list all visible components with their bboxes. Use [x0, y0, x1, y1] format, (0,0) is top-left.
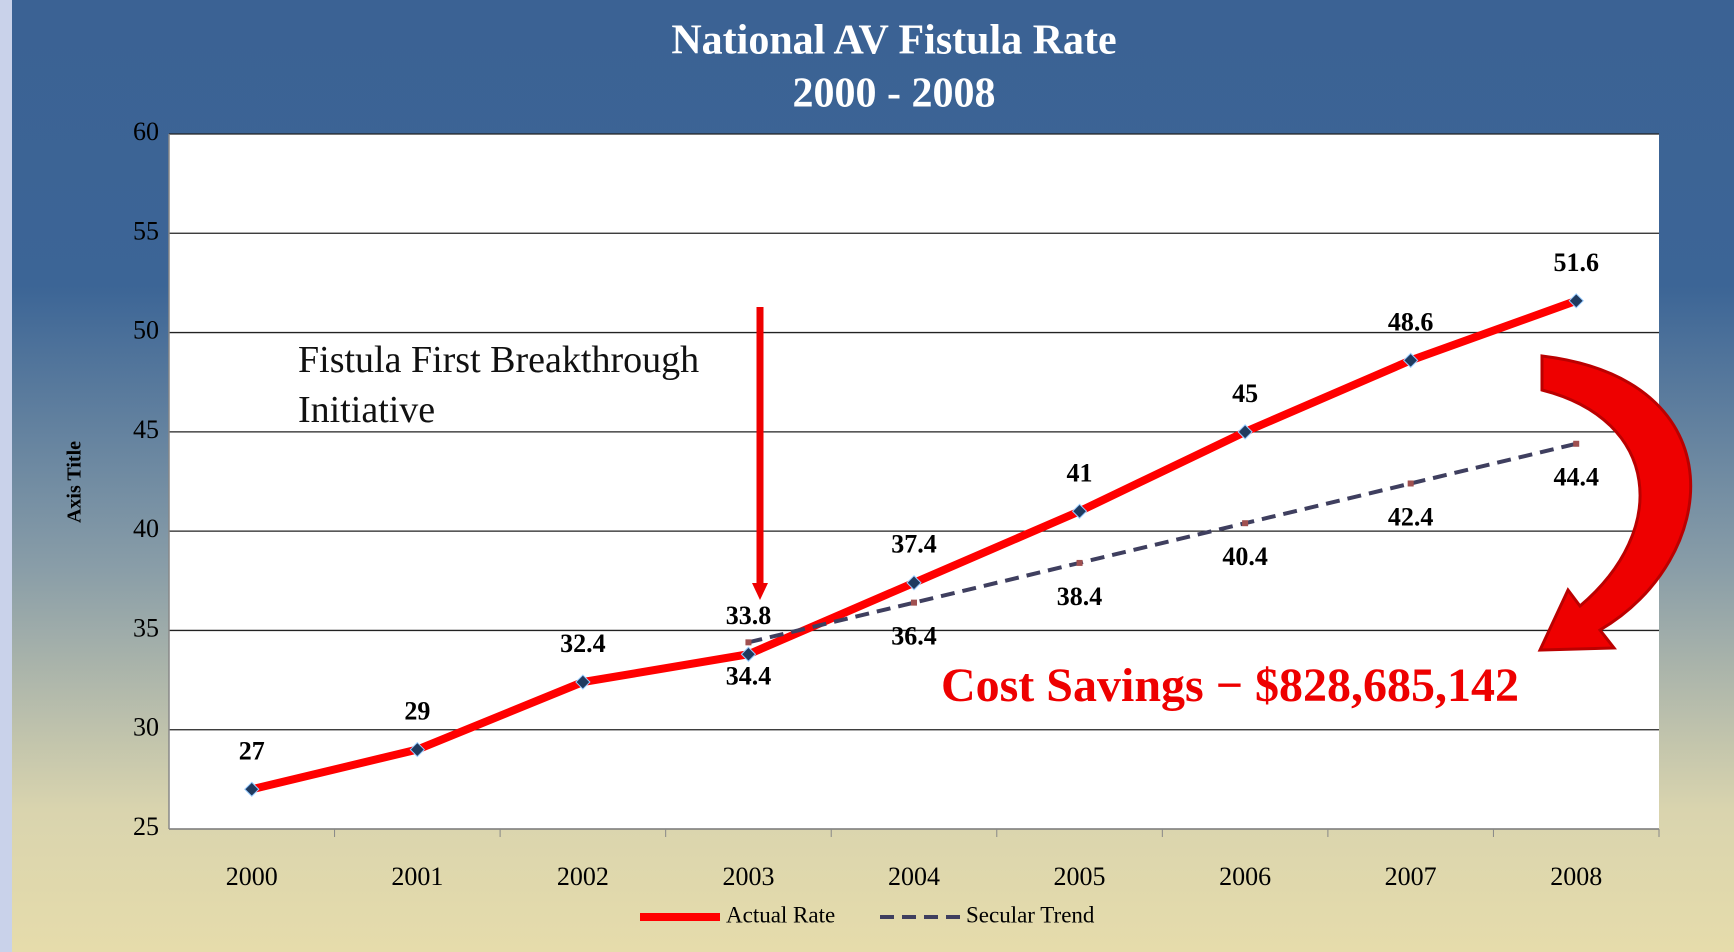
data-label: 32.4 — [560, 629, 606, 658]
x-tick-label: 2008 — [1550, 862, 1602, 891]
savings-arrow — [1537, 354, 1693, 652]
data-label: 40.4 — [1222, 542, 1268, 571]
x-tick-label: 2006 — [1219, 862, 1271, 891]
y-tick-label: 40 — [133, 514, 159, 543]
marker — [1407, 480, 1414, 487]
marker — [1071, 503, 1088, 519]
data-label: 29 — [404, 697, 430, 726]
legend-label: Secular Trend — [966, 902, 1095, 927]
marker — [1568, 293, 1584, 309]
marker — [745, 639, 752, 646]
plot-area — [169, 134, 1659, 829]
series-line — [747, 441, 1577, 645]
marker — [244, 781, 260, 797]
data-label: 34.4 — [726, 661, 772, 690]
x-tick-label: 2003 — [722, 862, 774, 891]
y-tick-label: 45 — [133, 415, 159, 444]
initiative-annotation: Fistula First Breakthrough Initiative — [298, 339, 700, 431]
chart-title: National AV Fistula Rate — [671, 18, 1116, 64]
initiative-arrow-head — [752, 583, 768, 600]
marker — [740, 646, 757, 662]
x-tick-label: 2005 — [1054, 862, 1106, 891]
data-label: 42.4 — [1388, 502, 1434, 531]
marker — [1076, 559, 1083, 566]
marker — [906, 575, 922, 591]
y-axis-title: Axis Title — [64, 441, 86, 523]
y-tick-label: 55 — [133, 216, 159, 245]
marker — [911, 599, 917, 606]
data-label: 48.6 — [1388, 307, 1434, 336]
y-tick-label: 60 — [133, 117, 159, 146]
savings-annotation: Cost Savings − $828,685,142 — [941, 659, 1519, 712]
marker — [1402, 352, 1419, 369]
data-label: 37.4 — [891, 530, 937, 559]
marker — [409, 741, 426, 758]
data-label: 45 — [1232, 379, 1258, 408]
data-label: 36.4 — [891, 622, 937, 651]
marker — [1242, 520, 1249, 527]
data-label: 27 — [239, 736, 265, 765]
x-tick-label: 2002 — [557, 862, 609, 891]
y-tick-label: 50 — [133, 316, 159, 345]
x-tick-label: 2004 — [888, 862, 940, 891]
x-tick-label: 2001 — [391, 862, 443, 891]
marker — [575, 674, 591, 690]
data-label: 51.6 — [1553, 248, 1599, 277]
x-tick-label: 2007 — [1385, 862, 1437, 891]
marker — [1237, 424, 1253, 440]
y-tick-label: 30 — [133, 713, 159, 742]
y-tick-label: 25 — [133, 812, 159, 841]
data-label: 33.8 — [726, 601, 772, 630]
data-label: 41 — [1067, 458, 1093, 487]
chart-subtitle: 2000 - 2008 — [793, 71, 996, 117]
legend-label: Actual Rate — [726, 902, 835, 927]
y-tick-label: 35 — [133, 613, 159, 642]
marker — [1573, 440, 1580, 447]
data-label: 44.4 — [1553, 463, 1599, 492]
edge — [0, 0, 12, 952]
x-tick-label: 2000 — [226, 862, 278, 891]
data-label: 38.4 — [1057, 582, 1103, 611]
